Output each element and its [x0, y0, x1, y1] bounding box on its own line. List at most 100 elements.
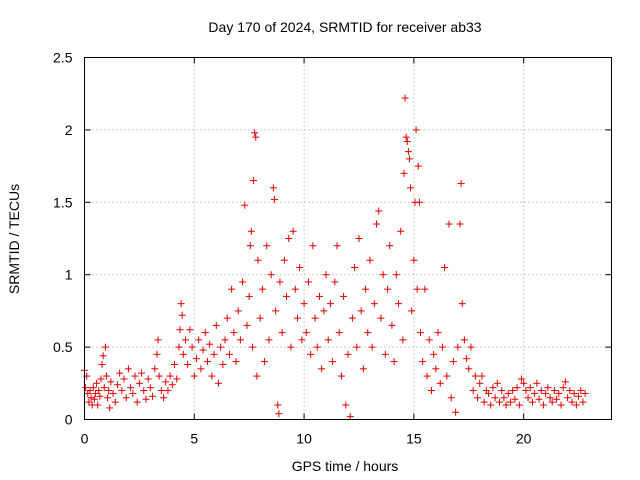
data-point: [203, 358, 211, 366]
data-point: [366, 256, 374, 264]
data-point: [441, 263, 449, 271]
data-point: [458, 300, 466, 308]
data-point: [304, 278, 312, 286]
data-point: [384, 285, 392, 293]
data-point: [188, 343, 196, 351]
data-point: [454, 343, 462, 351]
data-point: [102, 372, 110, 380]
data-point: [400, 169, 408, 177]
data-point: [245, 292, 253, 300]
data-point: [373, 220, 381, 228]
data-points: [81, 94, 589, 421]
data-point: [357, 307, 365, 315]
data-point: [390, 358, 398, 366]
data-point: [337, 372, 345, 380]
data-point: [178, 311, 186, 319]
data-point: [555, 389, 563, 397]
data-point: [456, 220, 464, 228]
data-point: [208, 372, 216, 380]
data-point: [210, 350, 218, 358]
data-point: [248, 343, 256, 351]
data-point: [344, 350, 352, 358]
data-point: [445, 220, 453, 228]
data-point: [142, 395, 150, 403]
data-point: [107, 378, 115, 386]
data-point: [579, 398, 587, 406]
data-point: [315, 292, 323, 300]
data-point: [425, 336, 433, 344]
data-point: [577, 387, 585, 395]
data-point: [335, 329, 343, 337]
data-point: [476, 379, 484, 387]
data-point: [457, 179, 465, 187]
data-point: [186, 326, 194, 334]
data-point: [129, 389, 137, 397]
data-point: [491, 394, 499, 402]
data-point: [392, 271, 400, 279]
data-point: [291, 285, 299, 293]
x-tick-label: 20: [516, 431, 532, 447]
data-point: [581, 389, 589, 397]
data-point: [219, 360, 227, 368]
data-point: [250, 177, 258, 185]
data-point: [564, 394, 572, 402]
data-point: [504, 389, 512, 397]
data-point: [241, 201, 249, 209]
data-point: [463, 355, 471, 363]
data-point: [471, 372, 479, 380]
data-point: [258, 285, 266, 293]
data-point: [421, 285, 429, 293]
data-point: [500, 394, 508, 402]
data-point: [176, 326, 184, 334]
data-point: [561, 378, 569, 386]
data-point: [140, 387, 148, 395]
data-point: [223, 314, 231, 322]
data-point: [276, 278, 284, 286]
data-point: [113, 381, 121, 389]
data-point: [283, 292, 291, 300]
x-tick-label: 15: [406, 431, 422, 447]
data-point: [401, 94, 409, 102]
data-point: [120, 375, 128, 383]
data-point: [404, 148, 412, 156]
data-point: [90, 395, 98, 403]
plot-frame: [84, 57, 612, 420]
grid-lines: [84, 57, 612, 420]
data-point: [528, 398, 536, 406]
data-point: [269, 184, 277, 192]
data-point: [320, 307, 328, 315]
data-point: [467, 343, 475, 351]
data-point: [234, 307, 242, 315]
data-point: [228, 285, 236, 293]
data-point: [526, 384, 534, 392]
data-point: [395, 300, 403, 308]
data-point: [535, 395, 543, 403]
data-point: [326, 300, 334, 308]
data-point: [149, 392, 157, 400]
data-point: [342, 401, 350, 409]
data-point: [375, 207, 383, 215]
data-point: [94, 401, 102, 409]
data-point: [465, 365, 473, 373]
data-point: [430, 350, 438, 358]
data-point: [175, 343, 183, 351]
data-point: [348, 314, 356, 322]
data-point: [154, 336, 162, 344]
data-point: [144, 375, 152, 383]
x-tick-label: 10: [296, 431, 312, 447]
data-point: [539, 401, 547, 409]
data-point: [572, 401, 580, 409]
data-point: [153, 350, 161, 358]
data-point: [173, 375, 181, 383]
data-point: [397, 227, 405, 235]
data-point: [460, 336, 468, 344]
data-point: [575, 392, 583, 400]
data-point: [399, 336, 407, 344]
data-point: [195, 336, 203, 344]
axis-ticks: [84, 57, 612, 420]
data-point: [91, 389, 99, 397]
y-tick-label: 1: [65, 267, 73, 283]
data-point: [419, 358, 427, 366]
data-point: [388, 321, 396, 329]
data-point: [252, 133, 260, 141]
